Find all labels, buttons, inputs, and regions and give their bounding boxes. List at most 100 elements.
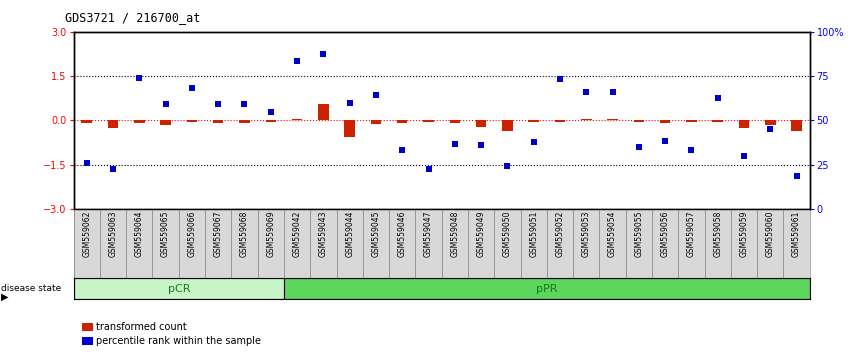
Text: GSM559066: GSM559066 <box>187 211 197 257</box>
Bar <box>607 119 617 120</box>
Text: GSM559046: GSM559046 <box>397 211 407 257</box>
Point <box>290 58 304 64</box>
Point <box>395 147 409 153</box>
Bar <box>678 209 705 278</box>
Point <box>422 166 436 172</box>
Bar <box>187 120 197 122</box>
Text: percentile rank within the sample: percentile rank within the sample <box>96 336 262 346</box>
Point <box>107 166 120 172</box>
Text: GSM559062: GSM559062 <box>82 211 91 257</box>
Text: GSM559068: GSM559068 <box>240 211 249 257</box>
Bar <box>205 209 231 278</box>
Point <box>501 163 514 169</box>
Bar <box>502 120 513 131</box>
Bar <box>449 120 460 123</box>
Bar <box>546 209 573 278</box>
Bar <box>660 120 670 123</box>
Text: GSM559060: GSM559060 <box>766 211 775 257</box>
Text: GSM559047: GSM559047 <box>424 211 433 257</box>
Bar <box>337 209 363 278</box>
Bar <box>345 120 355 137</box>
Bar <box>389 209 416 278</box>
Text: pCR: pCR <box>167 284 190 293</box>
Text: GSM559059: GSM559059 <box>740 211 748 257</box>
Text: disease state: disease state <box>1 284 61 293</box>
Bar <box>126 209 152 278</box>
Bar <box>555 120 565 122</box>
Bar <box>213 120 223 123</box>
Point <box>264 109 278 114</box>
Text: transformed count: transformed count <box>96 322 187 332</box>
Point <box>316 51 330 57</box>
Bar <box>397 120 408 123</box>
Bar <box>178 209 205 278</box>
Text: pPR: pPR <box>536 284 558 293</box>
Bar <box>81 120 92 123</box>
Text: GSM559064: GSM559064 <box>135 211 144 257</box>
Bar <box>599 209 625 278</box>
Text: ▶: ▶ <box>1 291 9 301</box>
Point <box>684 147 698 153</box>
Bar <box>423 120 434 122</box>
Bar <box>284 278 810 299</box>
Point <box>475 143 488 148</box>
Text: GSM559052: GSM559052 <box>555 211 565 257</box>
Point <box>132 75 146 80</box>
Bar <box>284 209 310 278</box>
Text: GSM559065: GSM559065 <box>161 211 170 257</box>
Bar <box>520 209 546 278</box>
Text: GSM559053: GSM559053 <box>582 211 591 257</box>
Bar <box>239 120 249 123</box>
Bar <box>134 120 145 123</box>
Text: GSM559049: GSM559049 <box>476 211 486 257</box>
Bar <box>494 209 520 278</box>
Point <box>448 141 462 147</box>
Bar <box>292 119 302 120</box>
Text: GSM559063: GSM559063 <box>108 211 118 257</box>
Text: GSM559056: GSM559056 <box>661 211 669 257</box>
Bar <box>528 120 539 122</box>
Point <box>553 76 567 82</box>
Bar <box>475 120 487 127</box>
Bar <box>784 209 810 278</box>
Bar <box>739 120 749 128</box>
Text: GDS3721 / 216700_at: GDS3721 / 216700_at <box>65 11 200 24</box>
Text: GSM559054: GSM559054 <box>608 211 617 257</box>
Bar <box>757 209 784 278</box>
Point <box>211 101 225 107</box>
Bar <box>371 120 381 124</box>
Bar <box>318 104 328 120</box>
Bar <box>713 120 723 122</box>
Text: GSM559069: GSM559069 <box>266 211 275 257</box>
Bar <box>74 209 100 278</box>
Bar <box>107 120 119 128</box>
Bar <box>765 120 776 125</box>
Bar <box>581 119 591 120</box>
Bar <box>731 209 757 278</box>
Text: GSM559043: GSM559043 <box>319 211 328 257</box>
Point <box>763 126 777 132</box>
Point <box>158 101 172 107</box>
Point <box>185 85 199 91</box>
Text: GSM559044: GSM559044 <box>346 211 354 257</box>
Point <box>369 92 383 98</box>
Bar <box>258 209 284 278</box>
Bar <box>652 209 678 278</box>
Point <box>658 138 672 144</box>
Point <box>527 140 540 145</box>
Bar <box>152 209 178 278</box>
Text: GSM559050: GSM559050 <box>503 211 512 257</box>
Bar <box>160 120 171 125</box>
Text: GSM559051: GSM559051 <box>529 211 538 257</box>
Point <box>80 160 94 166</box>
Point <box>632 144 646 150</box>
Bar <box>686 120 696 122</box>
Bar <box>100 209 126 278</box>
Bar <box>634 120 644 122</box>
Bar <box>705 209 731 278</box>
Bar <box>416 209 442 278</box>
Text: GSM559045: GSM559045 <box>372 211 380 257</box>
Bar <box>792 120 802 131</box>
Text: GSM559055: GSM559055 <box>634 211 643 257</box>
Point <box>737 153 751 159</box>
